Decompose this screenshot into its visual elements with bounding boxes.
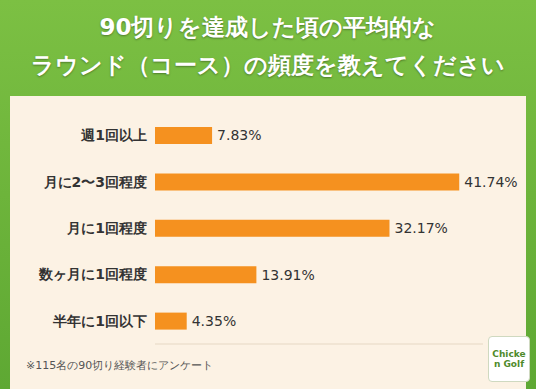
svg-text:週1回以上: 週1回以上 <box>80 127 147 143</box>
html-text:Chicken Golf: Chicken Golf <box>492 349 526 369</box>
svg-text:7.83%: 7.83% <box>217 127 261 143</box>
html-text:90切りを達成した頃の平均的な: 90切りを達成した頃の平均的な <box>99 14 437 40</box>
svg-text:4.35%: 4.35% <box>192 313 236 329</box>
html-text:※115名の90切り経験者にアンケート: ※115名の90切り経験者にアンケート <box>26 359 214 372</box>
svg-text:数ヶ月に1回程度: 数ヶ月に1回程度 <box>38 266 147 282</box>
svg-text:半年に1回以下: 半年に1回以下 <box>52 313 147 329</box>
svg-text:月に1回程度: 月に1回程度 <box>66 220 147 236</box>
svg-text:32.17%: 32.17% <box>394 220 447 236</box>
svg-text:月に2〜3回程度: 月に2〜3回程度 <box>43 174 147 190</box>
svg-text:13.91%: 13.91% <box>261 267 314 283</box>
html-text:ラウンド（コース）の頻度を教えてください: ラウンド（コース）の頻度を教えてください <box>31 52 505 78</box>
svg-text:41.74%: 41.74% <box>464 174 517 190</box>
